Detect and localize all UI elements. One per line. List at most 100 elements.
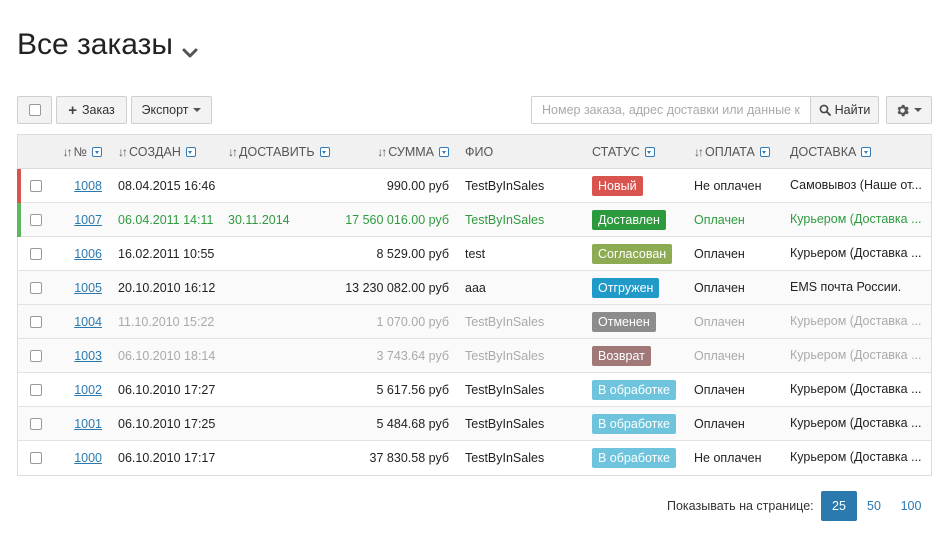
row-checkbox[interactable]	[30, 349, 42, 362]
cell-created: 06.10.2010 18:14	[118, 348, 216, 363]
cell-num[interactable]: 1003	[58, 339, 102, 372]
row-checkbox[interactable]	[30, 281, 42, 294]
page-size-25[interactable]: 25	[821, 491, 857, 521]
page-size-label: Показывать на странице:	[667, 499, 814, 513]
filter-icon[interactable]	[759, 147, 770, 157]
cell-created: 06.10.2010 17:17	[118, 450, 216, 465]
row-checkbox-cell[interactable]	[30, 271, 44, 304]
filter-icon[interactable]	[185, 147, 196, 157]
cell-num[interactable]: 1005	[58, 271, 102, 304]
table-row[interactable]: 1000 06.10.2010 17:17 37 830.58 руб TestByI…	[18, 441, 931, 475]
table-row[interactable]: 1003 06.10.2010 18:14 3 743.64 руб TestByIn…	[18, 339, 931, 373]
col-shipping-label: ДОСТАВКА	[790, 145, 857, 159]
orders-table: ↓↑ № ↓↑ СОЗДАН ↓↑ ДОСТАВИТЬ ↓↑ СУММА ФИО…	[17, 134, 932, 476]
cell-fio: TestByInSales	[465, 348, 545, 363]
status-badge: Новый	[592, 175, 643, 196]
col-header-shipping[interactable]: ДОСТАВКА	[790, 135, 910, 169]
row-checkbox-cell[interactable]	[30, 203, 44, 236]
row-checkbox[interactable]	[30, 417, 42, 430]
search-input[interactable]	[531, 96, 811, 124]
cell-created: 06.10.2010 17:25	[118, 416, 216, 431]
order-link[interactable]: 1002	[74, 382, 102, 397]
cell-status: Доставлен	[592, 203, 692, 236]
row-checkbox[interactable]	[30, 247, 42, 260]
col-num-label: №	[73, 145, 87, 159]
order-link[interactable]: 1006	[74, 246, 102, 261]
cell-payment: Не оплачен	[694, 178, 762, 193]
status-badge: Возврат	[592, 345, 651, 366]
order-link[interactable]: 1005	[74, 280, 102, 295]
table-row[interactable]: 1006 16.02.2011 10:55 8 529.00 руб test Согл…	[18, 237, 931, 271]
table-row[interactable]: 1008 08.04.2015 16:46 990.00 руб TestByInSa…	[17, 169, 931, 203]
row-checkbox-cell[interactable]	[30, 237, 44, 270]
cell-shipping: Самовывоз (Наше от...	[790, 178, 922, 192]
col-header-status[interactable]: СТАТУС	[592, 135, 692, 169]
table-row[interactable]: 1002 06.10.2010 17:27 5 617.56 руб TestByIn…	[18, 373, 931, 407]
row-checkbox-cell[interactable]	[30, 339, 44, 372]
col-header-sum[interactable]: ↓↑ СУММА	[348, 135, 449, 169]
cell-num[interactable]: 1008	[58, 169, 102, 202]
cell-num[interactable]: 1007	[58, 203, 102, 236]
cell-fio: TestByInSales	[465, 382, 545, 397]
col-header-payment[interactable]: ↓↑ ОПЛАТА	[694, 135, 790, 169]
row-checkbox-cell[interactable]	[30, 407, 44, 440]
col-header-fio: ФИО	[465, 135, 565, 169]
cell-fio: TestByInSales	[465, 212, 545, 227]
row-checkbox[interactable]	[30, 179, 42, 192]
cell-sum: 37 830.58 руб	[369, 450, 449, 465]
row-checkbox-cell[interactable]	[30, 169, 44, 202]
cell-num[interactable]: 1006	[58, 237, 102, 270]
cell-sum: 13 230 082.00 руб	[345, 280, 449, 295]
order-link[interactable]: 1007	[74, 212, 102, 227]
cell-num[interactable]: 1004	[58, 305, 102, 338]
cell-num[interactable]: 1000	[58, 441, 102, 474]
order-link[interactable]: 1003	[74, 348, 102, 363]
order-link[interactable]: 1000	[74, 450, 102, 465]
filter-icon[interactable]	[319, 147, 330, 157]
filter-icon[interactable]	[861, 147, 872, 157]
filter-icon[interactable]	[644, 147, 655, 157]
export-button[interactable]: Экспорт	[131, 96, 212, 124]
filter-icon[interactable]	[439, 147, 449, 157]
filter-icon[interactable]	[92, 147, 102, 157]
cell-fio: TestByInSales	[465, 314, 545, 329]
row-checkbox[interactable]	[30, 383, 42, 396]
add-order-button[interactable]: + Заказ	[56, 96, 127, 124]
settings-button[interactable]	[886, 96, 932, 124]
row-checkbox[interactable]	[30, 451, 42, 464]
row-status-marker	[17, 203, 21, 237]
col-header-num[interactable]: ↓↑ №	[58, 135, 102, 169]
page-title[interactable]: Все заказы	[17, 28, 199, 62]
col-header-created[interactable]: ↓↑ СОЗДАН	[118, 135, 228, 169]
table-row[interactable]: 1007 06.04.2011 14:11 30.11.2014 17 560 016…	[17, 203, 931, 237]
cell-status: Новый	[592, 169, 692, 202]
search-button[interactable]: Найти	[811, 96, 879, 124]
col-created-label: СОЗДАН	[129, 145, 181, 159]
table-row[interactable]: 1005 20.10.2010 16:12 13 230 082.00 руб aaa…	[18, 271, 931, 305]
status-badge: В обработке	[592, 447, 676, 468]
cell-num[interactable]: 1002	[58, 373, 102, 406]
select-all-button[interactable]	[17, 96, 52, 124]
order-link[interactable]: 1001	[74, 416, 102, 431]
table-row[interactable]: 1001 06.10.2010 17:25 5 484.68 руб TestByIn…	[18, 407, 931, 441]
table-row[interactable]: 1004 11.10.2010 15:22 1 070.00 руб TestByIn…	[18, 305, 931, 339]
select-all-checkbox[interactable]	[28, 104, 41, 116]
page-size-100[interactable]: 100	[900, 499, 922, 513]
cell-num[interactable]: 1001	[58, 407, 102, 440]
order-link[interactable]: 1008	[74, 178, 102, 193]
cell-sum: 5 617.56 руб	[376, 382, 450, 397]
col-header-deliver[interactable]: ↓↑ ДОСТАВИТЬ	[228, 135, 348, 169]
pagination: Показывать на странице: 25 50 100	[0, 491, 947, 521]
row-checkbox[interactable]	[30, 315, 42, 328]
row-checkbox-cell[interactable]	[30, 305, 44, 338]
chevron-down-icon[interactable]	[181, 36, 199, 58]
cell-fio: TestByInSales	[465, 416, 545, 431]
sort-icon: ↓↑	[118, 145, 128, 159]
row-checkbox[interactable]	[30, 213, 42, 226]
cell-status: В обработке	[592, 407, 692, 440]
row-checkbox-cell[interactable]	[30, 441, 44, 474]
page-size-50[interactable]: 50	[867, 499, 881, 513]
row-status-marker	[17, 169, 21, 203]
order-link[interactable]: 1004	[74, 314, 102, 329]
row-checkbox-cell[interactable]	[30, 373, 44, 406]
